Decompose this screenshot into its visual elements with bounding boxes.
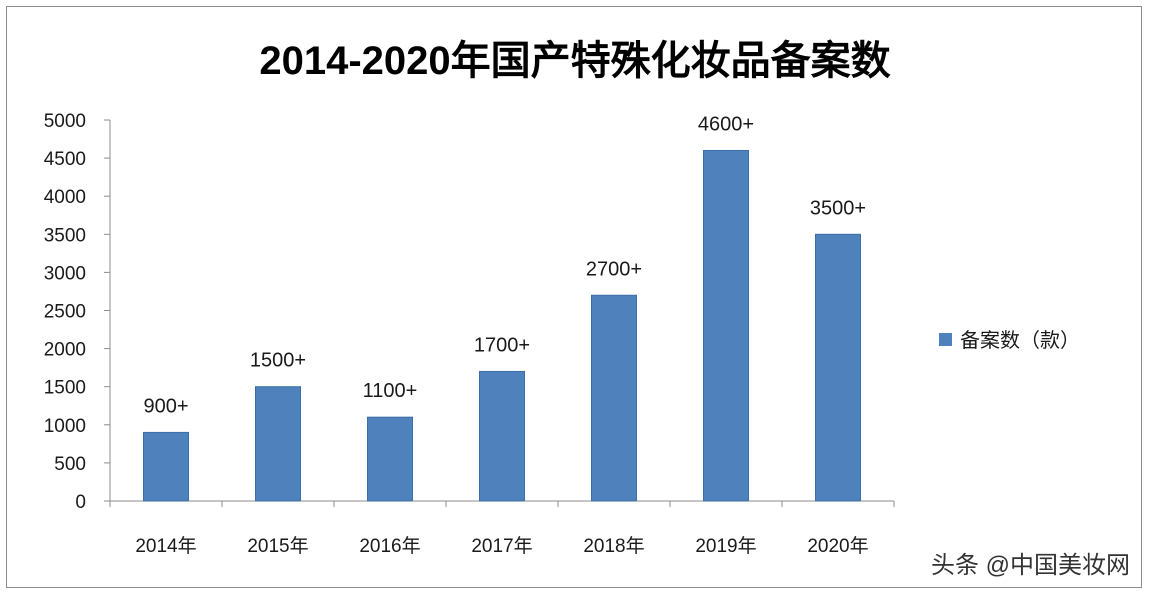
x-tick-label: 2017年 <box>471 535 532 557</box>
data-label: 4600+ <box>698 113 754 135</box>
x-tick-label: 2015年 <box>247 535 308 557</box>
axes: 0 500 1000 1500 2000 2500 3000 3500 4000 4500 5000… <box>44 111 895 557</box>
y-tick-label: 1500 <box>44 378 86 399</box>
y-tick-label: 4000 <box>44 187 86 208</box>
bar <box>367 416 413 502</box>
legend-label: 备案数（款） <box>960 329 1080 352</box>
bar <box>479 370 525 502</box>
bar <box>591 294 637 502</box>
legend: 备案数（款） <box>939 329 1080 352</box>
data-label: 1700+ <box>474 334 530 356</box>
bars <box>143 149 861 502</box>
x-tick-label: 2018年 <box>583 535 644 557</box>
y-tick-label: 4500 <box>44 149 86 170</box>
y-tick-label: 3500 <box>44 225 86 246</box>
y-tick-label: 2000 <box>44 340 86 361</box>
legend-swatch <box>939 333 952 346</box>
y-tick-label: 1000 <box>44 416 86 437</box>
y-tick-label: 5000 <box>44 111 86 132</box>
chart-title: 2014-2020年国产特殊化妆品备案数 <box>259 39 890 83</box>
y-tick-label: 3000 <box>44 263 86 284</box>
watermark: 头条 @中国美妆网 <box>931 552 1130 579</box>
bar <box>255 386 301 502</box>
data-label: 2700+ <box>586 258 642 280</box>
data-label: 1100+ <box>363 380 418 402</box>
y-tick-label: 0 <box>75 492 86 513</box>
data-label: 3500+ <box>810 197 866 219</box>
x-tick-label: 2016年 <box>359 535 420 557</box>
data-label: 900+ <box>143 395 188 417</box>
x-tick-label: 2019年 <box>695 535 756 557</box>
data-labels: 900+ 1500+ 1100+ 1700+ 2700+ 4600+ 3500+ <box>143 113 866 417</box>
x-tick-label: 2020年 <box>807 535 868 557</box>
chart-frame <box>6 6 1142 588</box>
x-tick-label: 2014年 <box>135 535 196 557</box>
bar <box>143 431 189 502</box>
y-tick-label: 500 <box>54 454 86 475</box>
bar <box>815 233 861 502</box>
y-tick-label: 2500 <box>44 302 86 323</box>
data-label: 1500+ <box>250 350 306 372</box>
bar <box>703 149 749 502</box>
